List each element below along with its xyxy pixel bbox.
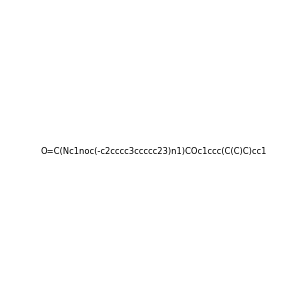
Text: O=C(Nc1noc(-c2cccc3ccccc23)n1)COc1ccc(C(C)C)cc1: O=C(Nc1noc(-c2cccc3ccccc23)n1)COc1ccc(C(… xyxy=(40,147,267,156)
